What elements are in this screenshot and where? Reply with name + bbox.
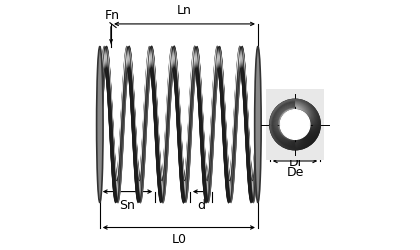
Circle shape: [280, 110, 310, 139]
Ellipse shape: [97, 47, 103, 202]
Text: Fn: Fn: [104, 8, 119, 22]
Ellipse shape: [255, 47, 261, 202]
Text: Ln: Ln: [177, 4, 192, 17]
Text: d: d: [197, 199, 205, 212]
Text: De: De: [286, 166, 304, 179]
Circle shape: [270, 99, 320, 150]
Text: Sn: Sn: [120, 199, 135, 212]
Text: Di: Di: [289, 156, 302, 169]
Text: L0: L0: [171, 234, 186, 246]
FancyBboxPatch shape: [266, 89, 324, 160]
